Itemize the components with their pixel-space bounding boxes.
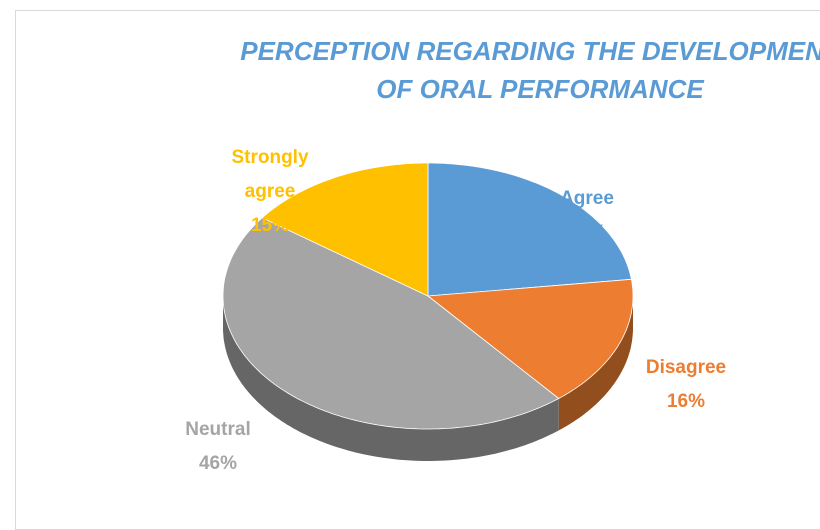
data-label: Neutral 46% [158,413,278,481]
label-value: 15% [250,215,290,236]
data-label: Agree 23% [527,182,647,250]
label-name: Agree [560,188,614,209]
slice [426,278,634,399]
slice [261,162,429,297]
data-label: Strongly agree 15% [225,141,315,243]
label-name: Strongly agree [231,147,309,202]
data-label: Disagree 16% [626,351,746,419]
label-name: Disagree [645,357,727,378]
page: PERCEPTION REGARDING THE DEVELOPMENT OF … [15,10,820,530]
label-value: 23% [567,222,607,243]
label-value: 46% [198,453,238,474]
label-name: Neutral [185,419,251,440]
slice [427,162,632,297]
slice-side [223,296,559,461]
slice [222,217,560,430]
label-value: 16% [666,391,706,412]
chart-title: PERCEPTION REGARDING THE DEVELOPMENT OF … [240,36,820,104]
slice-side [558,296,633,431]
chart [222,162,634,461]
